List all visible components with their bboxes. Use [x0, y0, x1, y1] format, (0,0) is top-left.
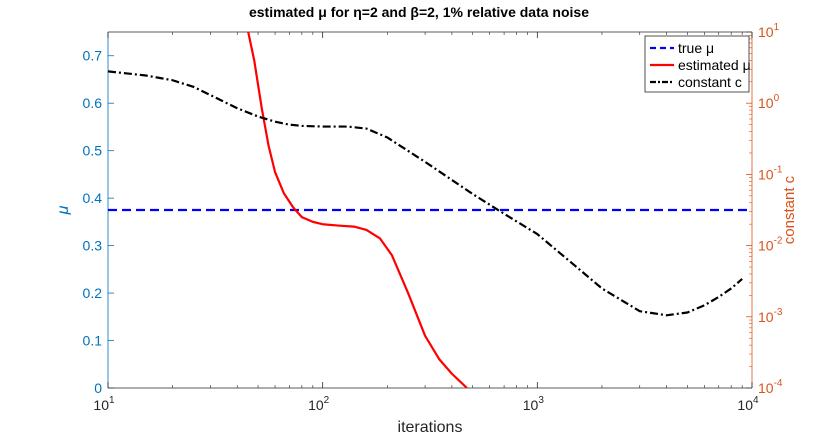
x-axis: 101 102 103 104: [93, 31, 759, 413]
left-y-axis: 0 0.1 0.2 0.3 0.4 0.5 0.6 0.7: [83, 32, 114, 396]
right-tick-label: 10-2: [758, 236, 783, 254]
x-tick-label: 102: [308, 395, 330, 413]
left-tick-label: 0.6: [83, 95, 103, 111]
legend-label-2: constant c: [678, 74, 742, 90]
left-tick-label: 0.3: [83, 238, 103, 254]
x-tick-label: 103: [523, 395, 545, 413]
right-tick-label: 10-3: [758, 307, 783, 325]
left-tick-label: 0.2: [83, 285, 103, 301]
left-y-axis-label: μ: [55, 205, 72, 215]
x-axis-label: iterations: [398, 419, 463, 436]
series-line-2: [108, 70, 743, 317]
series-line-1: [247, 32, 468, 388]
right-tick-label: 10-4: [758, 378, 783, 396]
right-y-axis: 101 100 10-1 10-2 10-3 10-4: [746, 22, 783, 396]
left-tick-label: 0.7: [83, 48, 103, 64]
right-tick-label: 10-1: [758, 164, 783, 182]
series-layer: [108, 32, 752, 388]
right-y-axis-label: constant c: [781, 175, 798, 244]
left-tick-label: 0.4: [83, 190, 103, 206]
x-tick-label: 104: [737, 395, 759, 413]
x-tick-label: 101: [93, 395, 115, 413]
right-tick-label: 101: [758, 22, 780, 40]
chart-title: estimated μ for η=2 and β=2, 1% relative…: [249, 4, 589, 20]
left-tick-label: 0.1: [83, 333, 103, 349]
legend-label-0: true μ: [678, 40, 714, 56]
legend-label-1: estimated μ: [678, 57, 751, 73]
right-tick-label: 100: [758, 93, 780, 111]
left-tick-label: 0.5: [83, 143, 103, 159]
left-tick-label: 0: [94, 380, 102, 396]
